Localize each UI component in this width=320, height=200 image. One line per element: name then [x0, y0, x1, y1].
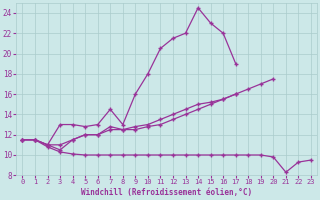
X-axis label: Windchill (Refroidissement éolien,°C): Windchill (Refroidissement éolien,°C) [81, 188, 252, 197]
